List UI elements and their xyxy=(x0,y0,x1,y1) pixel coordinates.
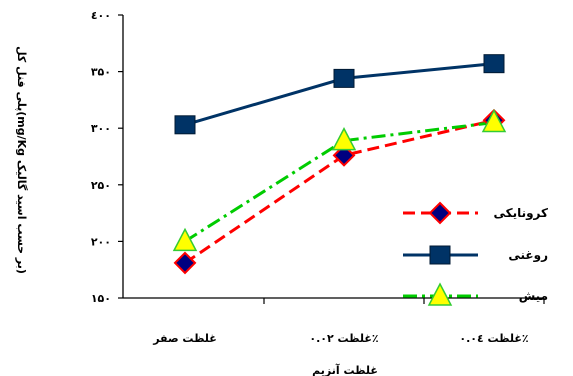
legend-label-2: روغنی xyxy=(508,248,548,263)
y-tick-label: ۳۵۰ xyxy=(91,66,111,79)
x-axis-label: غلظت آنزیم xyxy=(312,363,378,376)
series-3-point xyxy=(481,108,507,133)
y-ticks: ۱۵۰ ۲۰۰ ۲۵۰ ۳۰۰ ۳۵۰ ٤۰۰ xyxy=(91,9,123,305)
series-markers xyxy=(172,54,507,275)
series-line-3 xyxy=(184,121,495,243)
y-tick-label: ۲۵۰ xyxy=(91,179,111,192)
y-tick-label: ۱۵۰ xyxy=(91,292,111,305)
legend-label-3: میش xyxy=(519,289,548,303)
legend-swatch-marker-3 xyxy=(427,282,453,306)
x-tick-label: غلظت صفر xyxy=(152,332,217,345)
y-tick-label: ۲۰۰ xyxy=(91,235,111,248)
axes xyxy=(122,15,544,299)
x-ticks: غلظت صفر غلظت ۰.۰۲٪ غلظت ۰.۰٤٪ xyxy=(152,298,545,345)
y-tick-label: ۳۰۰ xyxy=(91,122,111,135)
series-2-point xyxy=(333,68,355,88)
series-1-point xyxy=(173,251,197,275)
x-tick-label: غلظت ۰.۰٤٪ xyxy=(459,332,528,345)
x-tick-label: غلظت ۰.۰۲٪ xyxy=(309,332,378,345)
y-axis-label: پلی فنل کل(mg/Kg بر حسب اسید گالیک) xyxy=(15,46,28,274)
legend-swatch-marker-2 xyxy=(429,245,451,265)
legend-label-1: کرونایکی xyxy=(493,206,548,221)
legend: کرونایکی روغنی میش xyxy=(403,201,548,306)
series-2-point xyxy=(483,54,505,74)
series-2-point xyxy=(174,115,196,135)
series-3-point xyxy=(331,127,357,151)
legend-swatch-marker-1 xyxy=(428,201,452,225)
series-3-point xyxy=(172,227,198,252)
y-tick-label: ٤۰۰ xyxy=(91,9,111,22)
